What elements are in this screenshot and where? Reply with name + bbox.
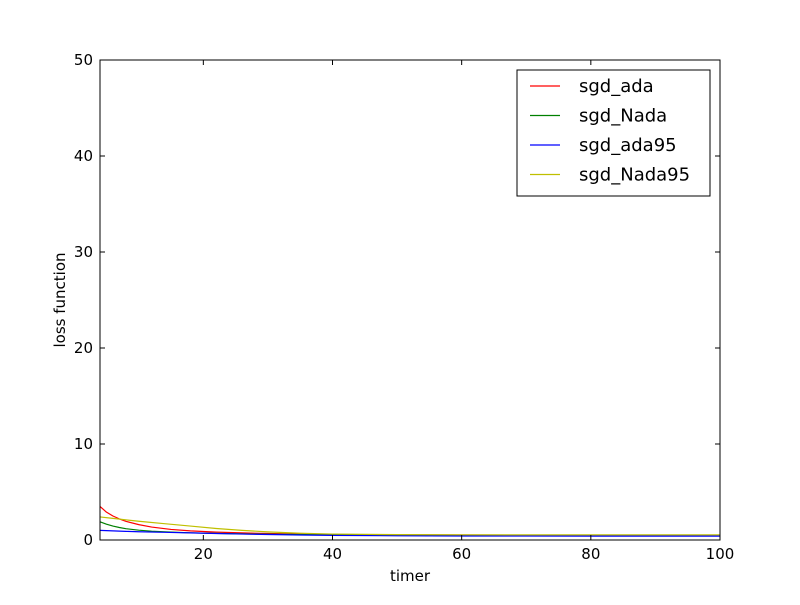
x-tick-label: 60	[452, 545, 471, 563]
y-tick-label: 50	[74, 51, 93, 69]
y-tick-label: 30	[74, 243, 93, 261]
x-tick-label: 40	[323, 545, 342, 563]
legend-label-sgd_Nada: sgd_Nada	[579, 106, 667, 127]
y-tick-label: 40	[74, 147, 93, 165]
series-line-sgd_Nada95	[99, 516, 720, 536]
series-layer	[99, 505, 720, 537]
series-line-sgd_ada95	[99, 529, 720, 537]
y-tick-label: 10	[74, 435, 93, 453]
x-tick-label: 80	[581, 545, 600, 563]
legend-label-sgd_ada95: sgd_ada95	[579, 135, 677, 156]
plot-frame	[99, 59, 721, 541]
x-axis-label: timer	[390, 567, 431, 585]
ticks-layer: 20 40 60 80 100 0 10 20 30 40 50	[74, 51, 734, 563]
legend: sgd_ada sgd_Nada sgd_ada95 sgd_Nada95	[516, 69, 711, 197]
y-tick-label: 20	[74, 339, 93, 357]
x-tick-label: 100	[706, 545, 735, 563]
legend-label-sgd_Nada95: sgd_Nada95	[579, 165, 690, 186]
y-tick-label: 0	[83, 531, 93, 549]
legend-label-sgd_ada: sgd_ada	[579, 76, 654, 97]
x-tick-label: 20	[194, 545, 213, 563]
y-axis-label: loss function	[51, 252, 69, 347]
